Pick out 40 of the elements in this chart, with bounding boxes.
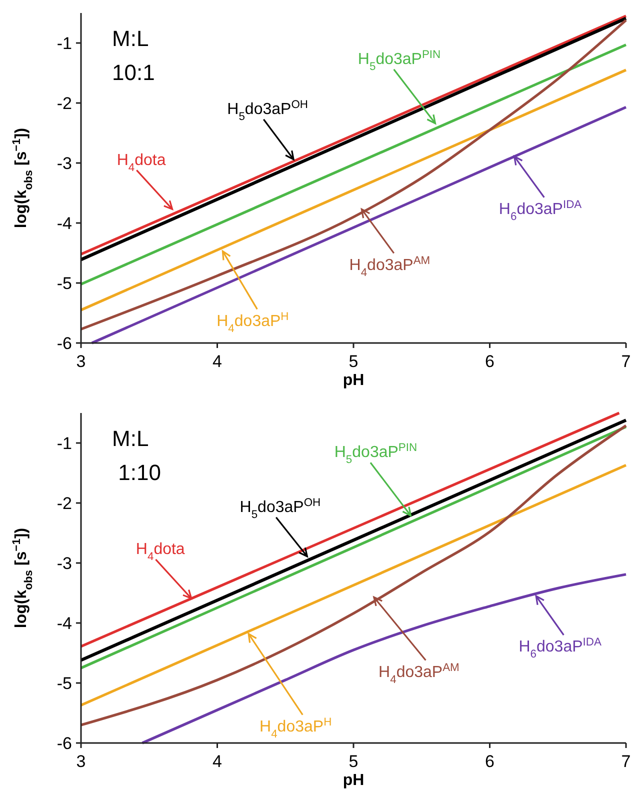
y-tick-label: -5 (56, 274, 72, 293)
y-tick-label: -4 (56, 214, 72, 233)
y-tick-label: -1 (56, 34, 72, 53)
x-axis-title: pH (342, 772, 364, 789)
x-tick-label: 3 (76, 352, 86, 371)
annotation: H$_{5}$do3aP$^{PIN}$ (334, 442, 418, 466)
y-tick-label: -2 (56, 94, 72, 113)
annotation: H$_{5}$do3aP$^{OH}$ (227, 99, 308, 123)
annotation: M:L 10:1 (112, 26, 155, 85)
x-tick-label: 6 (485, 352, 494, 371)
y-tick-label: -3 (56, 154, 72, 173)
x-tick-label: 7 (621, 752, 631, 771)
annotation: H$_{4}$do3aP$^{AM}$ (378, 662, 460, 686)
x-tick-label: 3 (76, 752, 86, 771)
annotation: H$_{4}$do3aP$^{AM}$ (349, 254, 430, 279)
annotation: H$_{6}$do3aP$^{IDA}$ (498, 199, 582, 223)
annotation: H$_{4}$dota (136, 541, 185, 563)
annotation: H$_{5}$do3aP$^{OH}$ (240, 497, 321, 521)
annotation: H$_{5}$do3aP$^{PIN}$ (358, 49, 441, 73)
y-tick-label: -2 (56, 494, 72, 513)
annotation: H$_{4}$dota (116, 152, 166, 174)
x-tick-label: 7 (621, 352, 631, 371)
x-tick-label: 4 (212, 352, 222, 371)
y-tick-label: -4 (56, 614, 72, 633)
y-tick-label: -3 (56, 554, 72, 573)
x-tick-label: 5 (348, 752, 358, 771)
annotation: H$_{6}$do3aP$^{IDA}$ (518, 636, 602, 661)
y-tick-label: -6 (56, 334, 72, 353)
y-tick-label: -1 (56, 434, 72, 453)
annotation: H$_{4}$do3aP$^{H}$ (216, 310, 289, 335)
x-axis-title: pH (342, 372, 364, 389)
line-series (141, 573, 628, 744)
x-tick-label: 5 (348, 352, 358, 371)
x-tick-label: 4 (212, 752, 222, 771)
annotation: M:L 1:10 (112, 426, 161, 485)
y-tick-label: -6 (56, 734, 72, 753)
annotation: H$_{4}$do3aP$^{H}$ (260, 716, 332, 740)
x-tick-label: 6 (485, 752, 494, 771)
line-series (80, 18, 628, 330)
y-tick-label: -5 (56, 674, 72, 693)
